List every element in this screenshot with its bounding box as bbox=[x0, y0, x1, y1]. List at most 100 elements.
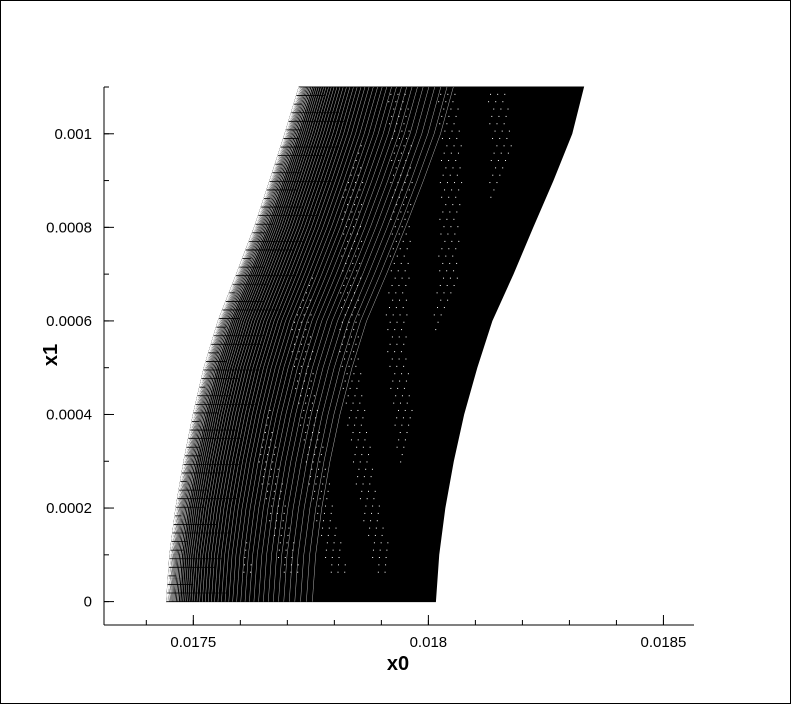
mesh-node bbox=[267, 490, 269, 492]
mesh-node bbox=[327, 534, 329, 536]
mesh-node bbox=[406, 314, 408, 316]
mesh-node bbox=[401, 226, 403, 228]
mesh-node bbox=[373, 498, 375, 500]
mesh-radial-line bbox=[240, 86, 378, 602]
mesh-node bbox=[322, 446, 324, 448]
mesh-node bbox=[352, 432, 354, 434]
mesh-node bbox=[303, 358, 305, 360]
mesh-node bbox=[455, 248, 457, 250]
mesh-node bbox=[403, 343, 405, 345]
mesh-node bbox=[446, 182, 448, 184]
mesh-node bbox=[357, 233, 359, 235]
mesh-node bbox=[399, 248, 401, 250]
mesh-node bbox=[261, 483, 263, 485]
mesh-node bbox=[447, 93, 449, 95]
mesh-node bbox=[312, 351, 314, 353]
mesh-node bbox=[301, 417, 303, 419]
mesh-node bbox=[404, 93, 406, 95]
mesh-node bbox=[490, 196, 492, 198]
mesh-node bbox=[458, 130, 460, 132]
mesh-node bbox=[316, 476, 318, 478]
mesh-node bbox=[365, 505, 367, 507]
mesh-node bbox=[362, 483, 364, 485]
mesh-node bbox=[350, 233, 352, 235]
mesh-node bbox=[378, 505, 380, 507]
mesh-radial-line bbox=[306, 86, 448, 602]
mesh-node bbox=[284, 505, 286, 507]
mesh-node bbox=[460, 145, 462, 147]
mesh-node bbox=[355, 343, 357, 345]
mesh-node bbox=[406, 402, 408, 404]
mesh-node bbox=[385, 314, 387, 316]
mesh-node bbox=[496, 123, 498, 125]
mesh-node bbox=[331, 564, 333, 566]
mesh-node bbox=[452, 167, 454, 169]
mesh-node bbox=[408, 152, 410, 154]
mesh-node bbox=[391, 358, 393, 360]
mesh-node bbox=[318, 468, 320, 470]
mesh-node bbox=[408, 189, 410, 191]
mesh-node bbox=[293, 321, 295, 323]
mesh-node bbox=[278, 549, 280, 551]
mesh-node bbox=[349, 387, 351, 389]
mesh-node bbox=[268, 483, 270, 485]
mesh-node bbox=[293, 343, 295, 345]
mesh-node bbox=[503, 123, 505, 125]
mesh-node bbox=[357, 336, 359, 338]
mesh-node bbox=[339, 351, 341, 353]
mesh-node bbox=[389, 307, 390, 309]
mesh-node bbox=[443, 108, 445, 110]
mesh-node bbox=[331, 505, 333, 507]
mesh-node bbox=[366, 461, 368, 463]
mesh-node bbox=[307, 454, 309, 456]
mesh-node bbox=[275, 483, 277, 485]
mesh-node bbox=[448, 115, 450, 117]
mesh-node bbox=[274, 534, 276, 536]
mesh-node bbox=[328, 483, 330, 485]
mesh-node bbox=[490, 160, 492, 162]
mesh-node bbox=[447, 299, 449, 301]
mesh-node bbox=[339, 549, 341, 551]
mesh-node bbox=[310, 314, 312, 316]
mesh-node bbox=[405, 358, 407, 360]
mesh-node bbox=[400, 461, 402, 463]
mesh-node bbox=[450, 108, 452, 110]
mesh-node bbox=[394, 329, 396, 331]
mesh-node bbox=[297, 564, 299, 566]
mesh-node bbox=[308, 417, 310, 419]
mesh-node bbox=[303, 380, 305, 382]
mesh-node bbox=[401, 424, 403, 426]
x-axis-title: x0 bbox=[387, 653, 409, 675]
mesh-node bbox=[406, 137, 408, 139]
mesh-node bbox=[380, 542, 382, 544]
mesh-node bbox=[343, 233, 345, 235]
mesh-node bbox=[351, 211, 353, 213]
mesh-node bbox=[344, 358, 346, 360]
mesh-node bbox=[354, 454, 356, 456]
mesh-radial-line bbox=[289, 86, 430, 602]
mesh-node bbox=[325, 557, 327, 558]
mesh-node bbox=[386, 549, 388, 551]
mesh-node bbox=[390, 182, 392, 184]
mesh-node bbox=[326, 498, 328, 500]
mesh-node bbox=[347, 395, 349, 397]
mesh-node bbox=[322, 483, 324, 485]
mesh-node bbox=[372, 549, 374, 551]
mesh-node bbox=[312, 373, 314, 375]
mesh-node bbox=[450, 292, 452, 294]
mesh-node bbox=[496, 182, 498, 184]
mesh-node bbox=[492, 174, 494, 176]
mesh-node bbox=[394, 226, 396, 228]
mesh-node bbox=[449, 137, 451, 139]
mesh-node bbox=[341, 343, 343, 345]
mesh-node bbox=[345, 189, 347, 191]
mesh-node bbox=[435, 329, 437, 331]
mesh-node bbox=[378, 564, 380, 566]
mesh-radial-line bbox=[283, 86, 424, 602]
mesh-node bbox=[395, 101, 397, 103]
mesh-node bbox=[277, 505, 279, 507]
mesh-node bbox=[388, 101, 390, 103]
mesh-node bbox=[393, 152, 395, 154]
mesh-node bbox=[303, 314, 305, 316]
mesh-node bbox=[267, 417, 269, 419]
